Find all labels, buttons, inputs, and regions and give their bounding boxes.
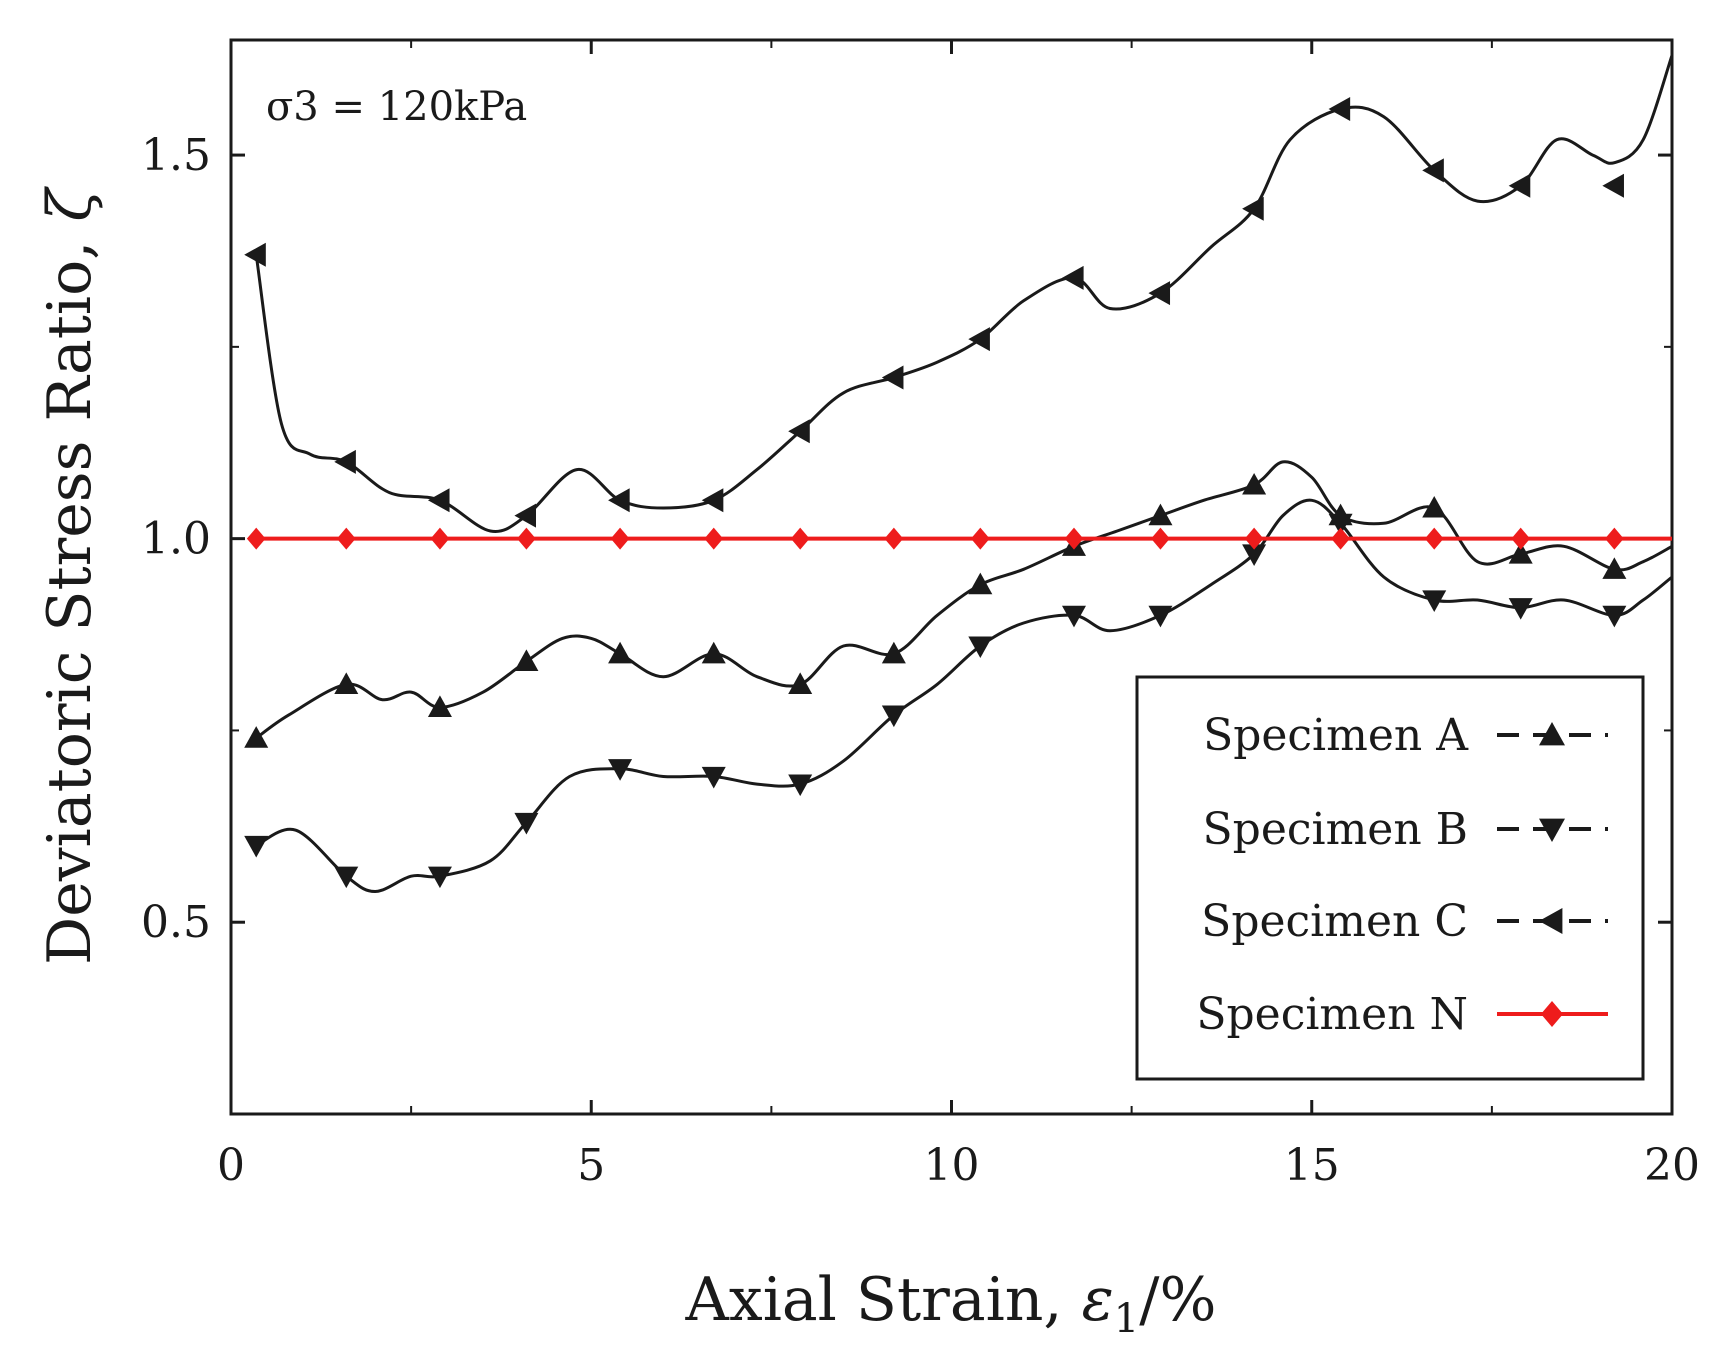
x-tick-label: 10 [924, 1140, 980, 1191]
data-point-specimen-a [881, 641, 906, 664]
data-point-specimen-c [608, 488, 630, 513]
legend: Specimen A Specimen B Specimen C Specimen N [1135, 675, 1645, 1081]
data-point-specimen-n [1331, 527, 1350, 550]
data-point-specimen-b [1242, 544, 1267, 566]
data-point-specimen-n [336, 527, 356, 550]
data-point-specimen-n [970, 527, 990, 550]
legend-marker-specimen-a [1539, 722, 1565, 746]
data-point-specimen-b [608, 759, 633, 781]
y-tick-label: 0.5 [141, 897, 211, 948]
data-point-specimen-a [1602, 557, 1627, 579]
y-axis-title-symbol: ζ [35, 186, 105, 222]
y-tick-label: 1.5 [141, 130, 211, 181]
data-point-specimen-a [1422, 495, 1447, 518]
legend-marker-specimen-n [1540, 1001, 1564, 1027]
legend-marker-specimen-b [1539, 818, 1565, 842]
legend-marker-specimen-c [1539, 908, 1563, 934]
data-point-specimen-b [334, 866, 359, 889]
data-point-specimen-a [968, 572, 993, 595]
data-point-specimen-b [427, 866, 452, 889]
data-point-specimen-b [1328, 513, 1353, 536]
data-point-specimen-n [1064, 527, 1084, 550]
data-point-specimen-b [968, 636, 993, 659]
data-point-specimen-a [701, 641, 726, 664]
data-point-specimen-b [1602, 605, 1627, 628]
ticks-layer: 0 5 10 15 20 0.5 1.0 1.5 [141, 40, 1700, 1191]
data-point-specimen-b [788, 774, 813, 797]
data-point-specimen-n [1511, 527, 1531, 550]
x-axis-title-symbol: ε [1082, 1265, 1114, 1335]
data-point-specimen-n [884, 527, 904, 550]
legend-label-specimen-a: Specimen A [1203, 710, 1469, 761]
data-point-specimen-n [517, 527, 536, 550]
legend-label-specimen-b: Specimen B [1203, 804, 1468, 855]
data-point-specimen-n [704, 527, 724, 550]
data-point-specimen-n [1424, 527, 1444, 550]
data-point-specimen-c [514, 503, 537, 528]
x-axis-title: Axial Strain, ε1/% [685, 1265, 1217, 1342]
x-tick-label: 5 [577, 1140, 605, 1191]
data-point-specimen-c [788, 419, 810, 444]
data-point-specimen-b [514, 812, 539, 835]
data-point-specimen-c [427, 488, 450, 513]
data-point-specimen-b [244, 835, 269, 858]
x-axis-title-suffix: /% [1139, 1265, 1216, 1335]
data-point-specimen-a [427, 695, 452, 718]
markers-layer [244, 97, 1627, 889]
data-point-specimen-a [608, 641, 633, 664]
data-point-specimen-a [244, 726, 269, 748]
data-point-specimen-c [881, 365, 904, 390]
data-point-specimen-b [1148, 605, 1173, 628]
data-point-specimen-a [1148, 503, 1173, 526]
legend-items: Specimen A Specimen B Specimen C Specimen N [1196, 710, 1608, 1040]
data-point-specimen-n [1151, 527, 1170, 550]
data-point-specimen-a [1242, 472, 1267, 495]
data-point-specimen-b [881, 705, 906, 728]
data-point-specimen-a [788, 672, 813, 694]
data-point-specimen-c [1148, 281, 1171, 306]
data-point-specimen-n [430, 527, 450, 550]
data-point-specimen-b [701, 766, 726, 789]
legend-label-specimen-c: Specimen C [1201, 896, 1468, 947]
data-point-specimen-a [1508, 541, 1533, 564]
data-point-specimen-c [1328, 97, 1351, 122]
x-tick-label: 0 [217, 1140, 245, 1191]
sigma3-annotation: σ3 = 120kPa [266, 84, 527, 130]
data-point-specimen-a [334, 672, 359, 694]
data-point-specimen-b [1422, 590, 1447, 613]
y-axis-title-text: Deviatoric Stress Ratio, [35, 222, 105, 965]
x-tick-label: 15 [1284, 1140, 1340, 1191]
data-point-specimen-c [1422, 158, 1444, 183]
data-point-specimen-c [1242, 196, 1264, 221]
data-point-specimen-c [968, 327, 990, 352]
data-point-specimen-n [790, 527, 810, 550]
data-point-specimen-c [244, 242, 266, 267]
data-point-specimen-a [514, 649, 539, 671]
data-point-specimen-n [246, 527, 266, 550]
data-point-specimen-c [1508, 173, 1531, 198]
x-axis-title-subscript: 1 [1114, 1296, 1139, 1342]
data-point-specimen-c [701, 488, 724, 513]
data-point-specimen-b [1508, 598, 1533, 620]
data-point-specimen-n [1605, 527, 1624, 550]
x-axis-title-text: Axial Strain, [685, 1265, 1082, 1335]
data-point-specimen-c [1602, 173, 1624, 198]
data-point-specimen-c [1061, 265, 1084, 290]
data-point-specimen-n [1244, 527, 1264, 550]
data-point-specimen-b [1061, 605, 1086, 628]
data-point-specimen-c [334, 449, 356, 474]
x-tick-label: 20 [1644, 1140, 1700, 1191]
y-tick-label: 1.0 [141, 514, 211, 565]
data-point-specimen-n [610, 527, 630, 550]
y-axis-title: Deviatoric Stress Ratio, ζ [35, 186, 105, 965]
legend-label-specimen-n: Specimen N [1196, 989, 1468, 1040]
